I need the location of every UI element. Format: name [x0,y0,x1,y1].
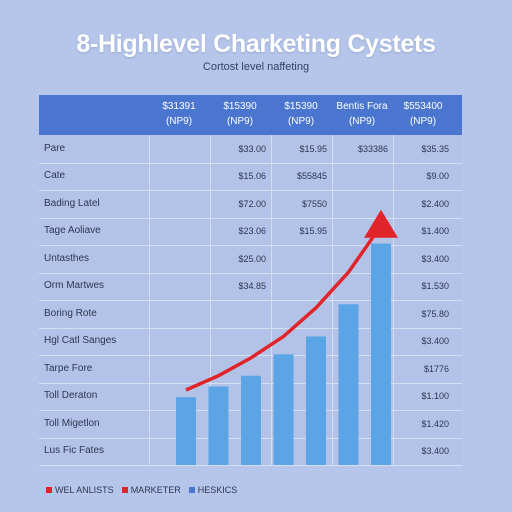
row-divider [39,355,462,356]
row-divider [39,245,462,246]
legend: WEL ANLISTS MARKETER HESKICS [46,484,245,496]
table-cell: $15.95 [299,226,327,237]
table-cell: $33386 [357,143,388,154]
row-label: Hgl Catl Sanges [44,335,117,347]
row-divider [39,190,462,191]
column-header-line: Bentis Fora [336,101,388,112]
column-header-line: (NP9) [226,116,254,127]
legend-label: MARKETER [130,485,181,495]
column-header: Bentis Fora (NP9) [332,99,392,133]
table-cell: $3.400 [421,446,449,457]
row-divider [39,272,462,274]
chart-subtitle: Cortost level naffeting [202,61,310,73]
column-divider [149,95,150,465]
column-header-line: $15390 [223,101,257,112]
column-header-line: $15390 [284,101,318,112]
column-header: $15390 (NP9) [271,99,331,133]
column-header: $31391 (NP9) [149,99,209,133]
column-header-line: (NP9) [409,116,437,127]
trend-arrow-head [364,209,398,238]
table-cell: $33.00 [238,143,266,154]
table-header: $31391 (NP9) $15390 (NP9) $15390 (NP9) Bentis … [39,95,462,135]
bar [338,304,359,465]
column-header-line: (NP9) [287,116,315,127]
row-label: Toll Migetlon [44,417,100,429]
chart-title: 8-Highlevel Charketing Cystets [76,30,436,58]
bar-line-plot [176,209,398,465]
row-divider [39,465,462,466]
column-header-line: (NP9) [165,116,193,127]
table-cell: $34.85 [238,281,266,292]
row-label: Untasthes [44,252,90,264]
legend-item: WEL ANLISTS [46,485,114,495]
row-label: Lus Fic Fates [44,445,105,457]
table-cell: $15.06 [238,171,266,182]
table-cell: $23.06 [238,226,266,237]
table-cell: $1.530 [421,281,449,292]
table-cell: $72.00 [238,198,266,209]
column-header-line: $553400 [403,101,443,112]
row-divider [39,217,462,219]
legend-swatch [188,487,195,493]
column-divider [332,95,333,465]
row-divider [39,162,462,164]
row-divider [39,327,462,329]
column-divider [393,95,394,465]
bar [306,336,326,465]
table-cell: $35.35 [421,143,449,154]
row-label: Tarpe Fore [44,362,93,374]
table-cell: $25.00 [238,253,266,264]
column-header: $15390 (NP9) [210,99,270,133]
row-label: Bading Latel [44,197,100,209]
row-label: Orm Martwes [44,280,104,292]
bar [273,354,294,465]
table-cell: $1.420 [421,418,449,429]
table-cell: $3.400 [421,253,449,264]
row-label: Cate [44,170,66,182]
bar [371,243,391,465]
column-header-line: $31391 [162,101,196,112]
legend-swatch [46,487,52,493]
legend-label: WEL ANLISTS [55,485,114,495]
legend-item: HESKICS [188,485,238,495]
column-header-line: (NP9) [348,116,376,127]
row-label: Pare [44,142,66,154]
table-cell: $1.400 [421,226,449,237]
row-label: Toll Deraton [44,390,98,402]
legend-swatch [121,487,128,493]
column-divider [210,95,211,465]
table-cell: $3.400 [421,336,449,347]
bar [241,375,261,465]
bar [208,386,229,465]
table-cell: $7550 [301,198,327,209]
bar [176,397,196,465]
table-cell: $1776 [423,363,449,374]
legend-label: HESKICS [197,485,238,495]
table-cell: $55845 [296,171,327,182]
table-cell: $15.95 [299,143,327,154]
column-divider [271,95,272,465]
table-cell: $1.100 [421,391,449,402]
table-cell: $9.00 [426,171,449,182]
row-label: Boring Rote [44,307,97,319]
trend-line [185,224,383,392]
row-divider [39,300,462,301]
data-table: $31391 (NP9) $15390 (NP9) $15390 (NP9) Bentis … [39,95,462,466]
table-cell: $75.80 [421,308,449,319]
legend-item: MARKETER [121,485,181,495]
row-label: Tage Aoliave [44,225,101,237]
table-cell: $2.400 [421,198,449,209]
column-header: $553400 (NP9) [393,99,453,133]
